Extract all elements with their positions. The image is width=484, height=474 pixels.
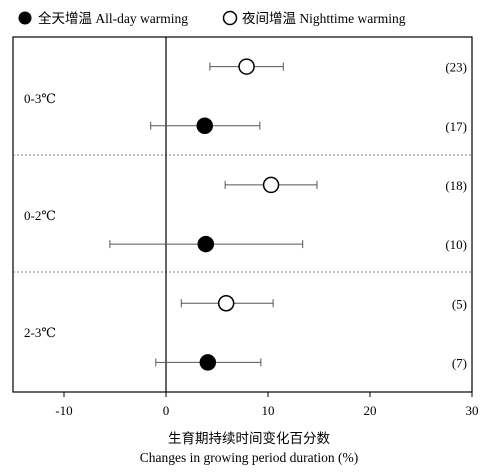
data-marks: (23) (17) (18) (10) (5) (7) bbox=[109, 58, 467, 371]
group-label: 2-3℃ bbox=[24, 325, 56, 340]
point-all-day-warming bbox=[197, 235, 215, 253]
x-axis-title-en: Changes in growing period duration (%) bbox=[140, 450, 359, 465]
legend-label-nighttime: 夜间增温 Nighttime warming bbox=[242, 11, 406, 26]
x-tick-label: -10 bbox=[55, 403, 72, 418]
sample-size-label: (7) bbox=[452, 355, 467, 370]
x-tick-label: 30 bbox=[466, 403, 479, 418]
legend-marker-nighttime bbox=[222, 10, 238, 26]
point-nighttime-warming bbox=[238, 58, 255, 75]
sample-size-label: (10) bbox=[445, 237, 467, 252]
point-all-day-warming bbox=[196, 117, 214, 134]
plot-frame bbox=[12, 36, 473, 393]
x-axis-title-zh: 生育期持续时间变化百分数 bbox=[168, 431, 330, 446]
sample-size-label: (5) bbox=[452, 296, 467, 311]
sample-size-label: (17) bbox=[445, 119, 467, 134]
group-label: 0-2℃ bbox=[24, 208, 56, 223]
sample-size-label: (23) bbox=[445, 60, 467, 75]
group-label: 0-3℃ bbox=[24, 91, 56, 106]
legend-marker-all-day bbox=[18, 11, 32, 25]
legend: 全天增温 All-day warming 夜间增温 Nighttime warm… bbox=[18, 10, 406, 26]
point-nighttime-warming bbox=[217, 295, 235, 312]
legend-label-all-day: 全天增温 All-day warming bbox=[38, 10, 188, 26]
x-tick-label: 20 bbox=[364, 403, 377, 418]
x-axis: -10 0 10 20 30 bbox=[55, 392, 479, 418]
x-tick-label: 0 bbox=[163, 403, 170, 418]
sample-size-label: (18) bbox=[445, 178, 467, 193]
point-nighttime-warming bbox=[262, 176, 280, 194]
point-all-day-warming bbox=[199, 354, 217, 371]
x-tick-label: 10 bbox=[262, 403, 275, 418]
